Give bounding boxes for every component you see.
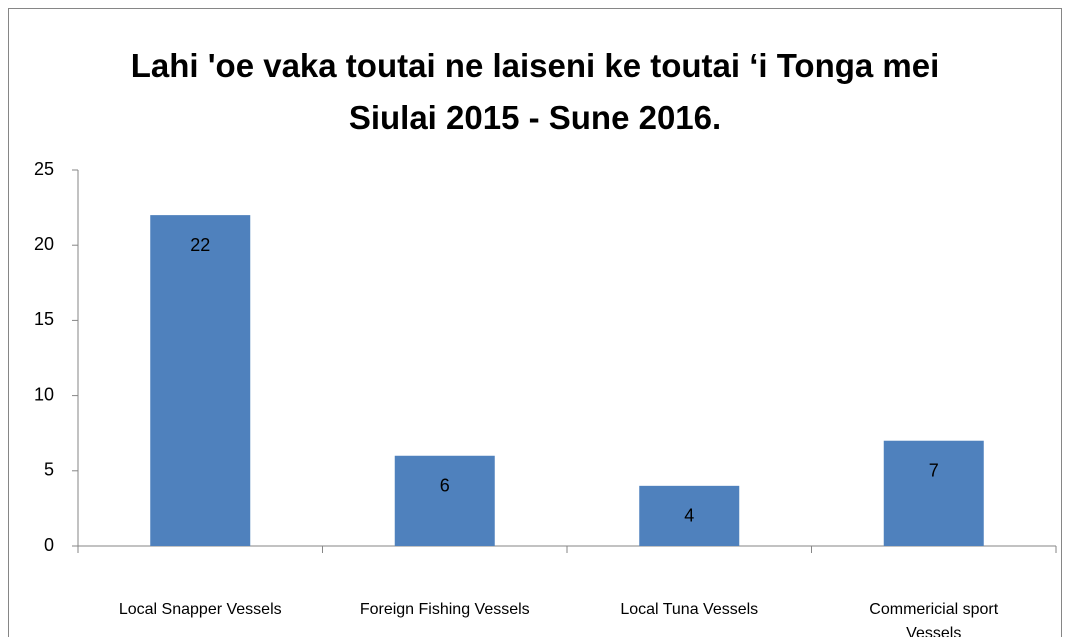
x-tick-label: Foreign Fishing Vessels [359,601,530,618]
y-tick-label: 25 [34,159,54,179]
x-tick-label: Local Snapper Vessels [118,601,282,618]
y-tick-label: 20 [34,234,54,254]
data-label: 4 [684,506,694,526]
data-label: 6 [440,476,450,496]
y-tick-label: 0 [44,535,54,555]
bar [883,440,984,546]
chart-title: Lahi 'oe vaka toutai ne laiseni ke touta… [130,47,940,136]
chart-border [8,8,1062,637]
y-tick-label: 10 [34,384,54,404]
bar [394,455,495,546]
x-tick-label: Local Tuna Vessels [620,601,759,618]
data-label: 22 [190,235,210,255]
y-tick-label: 15 [34,309,54,329]
y-tick-label: 5 [44,460,54,480]
x-tick-label: Commericial sport Vessels [869,601,999,637]
bar [150,215,251,546]
bar [639,485,740,546]
data-label: 7 [929,460,939,480]
